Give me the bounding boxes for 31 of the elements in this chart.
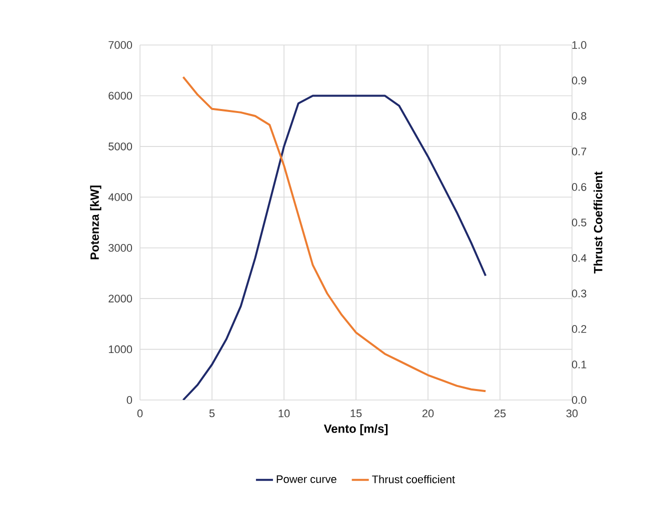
x-tick-label: 0: [137, 410, 143, 418]
y2-tick-label: 0.9: [572, 76, 586, 84]
y-tick-label: 6000: [108, 92, 132, 100]
y2-tick-label: 0.5: [572, 218, 586, 226]
y-tick-label: 7000: [108, 41, 132, 49]
legend-label: Thrust coefficient: [372, 475, 455, 484]
y-tick-label: 0: [126, 396, 132, 404]
y2-tick-label: 0.0: [572, 396, 586, 404]
y2-tick-label: 0.1: [572, 360, 586, 368]
y-tick-label: 3000: [108, 244, 132, 252]
y2-tick-label: 0.6: [572, 183, 586, 191]
y2-tick-label: 1.0: [572, 41, 586, 49]
x-tick-label: 30: [566, 410, 578, 418]
y-tick-label: 5000: [108, 142, 132, 150]
x-tick-label: 25: [494, 410, 506, 418]
y-tick-label: 4000: [108, 193, 132, 202]
y-tick-label: 1000: [108, 345, 132, 354]
y-tick-label: 2000: [108, 294, 132, 302]
y2-tick-label: 0.4: [572, 254, 586, 262]
y2-tick-label: 0.7: [572, 148, 586, 156]
y-axis-title: Potenza [kW]: [90, 186, 102, 260]
x-tick-label: 5: [209, 410, 215, 418]
x-tick-label: 15: [350, 410, 362, 418]
x-tick-label: 20: [422, 410, 434, 418]
x-axis-title: Vento [m/s]: [324, 424, 388, 436]
y2-axis-title: Thrust Coefficient: [594, 172, 602, 274]
y2-tick-label: 0.3: [572, 290, 586, 298]
y2-tick-label: 0.2: [572, 325, 586, 333]
y2-tick-label: 0.8: [572, 112, 586, 120]
x-tick-label: 10: [278, 410, 290, 418]
legend-label: Power curve: [276, 475, 336, 484]
